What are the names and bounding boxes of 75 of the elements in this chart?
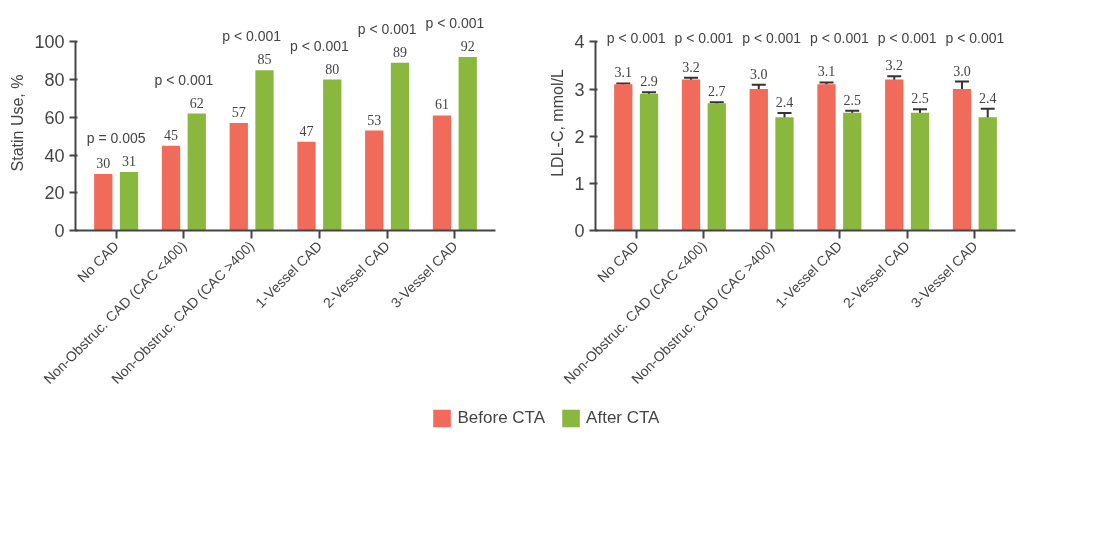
y-tick-label: 20 xyxy=(44,183,65,204)
bar xyxy=(639,93,659,231)
text: p < 0.001 xyxy=(357,20,417,37)
data-label: 2.4 xyxy=(978,90,997,106)
annotation: p = 0.005 xyxy=(86,130,146,147)
bar xyxy=(910,112,930,231)
data-label: 62 xyxy=(189,95,204,111)
data-label: 3.0 xyxy=(750,66,768,82)
bar xyxy=(458,56,477,231)
bar xyxy=(161,145,181,231)
bar xyxy=(775,117,794,231)
y-tick-label: 0 xyxy=(574,221,585,241)
data-label: 2.4 xyxy=(775,95,794,111)
annotation: p < 0.001 xyxy=(809,29,869,46)
y-tick-label: 80 xyxy=(44,70,65,91)
annotation: p < 0.001 xyxy=(742,29,802,46)
legend-label: After CTA xyxy=(586,407,660,428)
bar xyxy=(187,113,206,231)
y-axis-title: LDL-C, mmol/L xyxy=(549,69,567,177)
data-label: 92 xyxy=(460,38,475,54)
data-label: 2.7 xyxy=(708,84,726,100)
bar xyxy=(255,70,274,231)
data-label: 3.1 xyxy=(614,65,633,81)
y-tick-label: 3 xyxy=(574,79,585,100)
bar xyxy=(323,79,342,231)
data-label: 30 xyxy=(96,155,111,171)
data-label: 89 xyxy=(392,44,407,60)
data-label: 53 xyxy=(367,112,382,128)
y-tick-label: 4 xyxy=(574,32,585,53)
annotation: p < 0.001 xyxy=(222,28,282,45)
bar xyxy=(119,172,139,231)
bar xyxy=(390,62,410,231)
data-label: 47 xyxy=(299,123,314,139)
y-tick-label: 2 xyxy=(574,126,585,147)
y-tick-label: 1 xyxy=(574,173,585,194)
data-label: 3.2 xyxy=(885,58,903,74)
y-tick-label: 60 xyxy=(44,107,65,128)
y-tick-label: 40 xyxy=(44,145,65,166)
bar xyxy=(681,79,701,231)
annotation: p < 0.001 xyxy=(154,71,214,88)
data-label: 3.1 xyxy=(817,64,836,80)
bar xyxy=(614,84,633,231)
bar xyxy=(297,141,316,231)
bar xyxy=(817,84,836,231)
text: p < 0.001 xyxy=(425,14,485,31)
annotation: p < 0.001 xyxy=(289,37,349,54)
data-label: 2.5 xyxy=(911,91,929,107)
data-label: 61 xyxy=(434,97,449,113)
bar xyxy=(707,103,726,231)
annotation: p < 0.001 xyxy=(674,29,734,46)
data-label: 2.5 xyxy=(843,92,861,108)
data-label: 3.0 xyxy=(953,63,971,79)
data-label: 80 xyxy=(325,61,340,77)
annotation: p < 0.001 xyxy=(945,29,1005,46)
bar xyxy=(952,89,972,231)
bar xyxy=(749,89,768,231)
bar xyxy=(843,112,862,231)
annotation: p < 0.001 xyxy=(606,29,666,46)
data-label: 57 xyxy=(231,105,246,120)
bar xyxy=(978,117,997,231)
bar xyxy=(365,130,384,231)
y-tick-label: 100 xyxy=(34,32,65,53)
legend-label: Before CTA xyxy=(457,407,546,428)
data-label: 3.2 xyxy=(682,59,700,75)
bar xyxy=(432,115,452,231)
bar xyxy=(885,79,904,231)
data-label: 45 xyxy=(164,127,179,143)
bar xyxy=(94,173,113,231)
data-label: 2.9 xyxy=(640,74,658,90)
data-label: 85 xyxy=(257,52,272,68)
y-axis-title: Statin Use, % xyxy=(9,74,27,172)
bar xyxy=(229,123,248,231)
data-label: 31 xyxy=(122,154,137,170)
y-tick-label: 0 xyxy=(54,221,65,241)
annotation: p < 0.001 xyxy=(877,29,937,46)
